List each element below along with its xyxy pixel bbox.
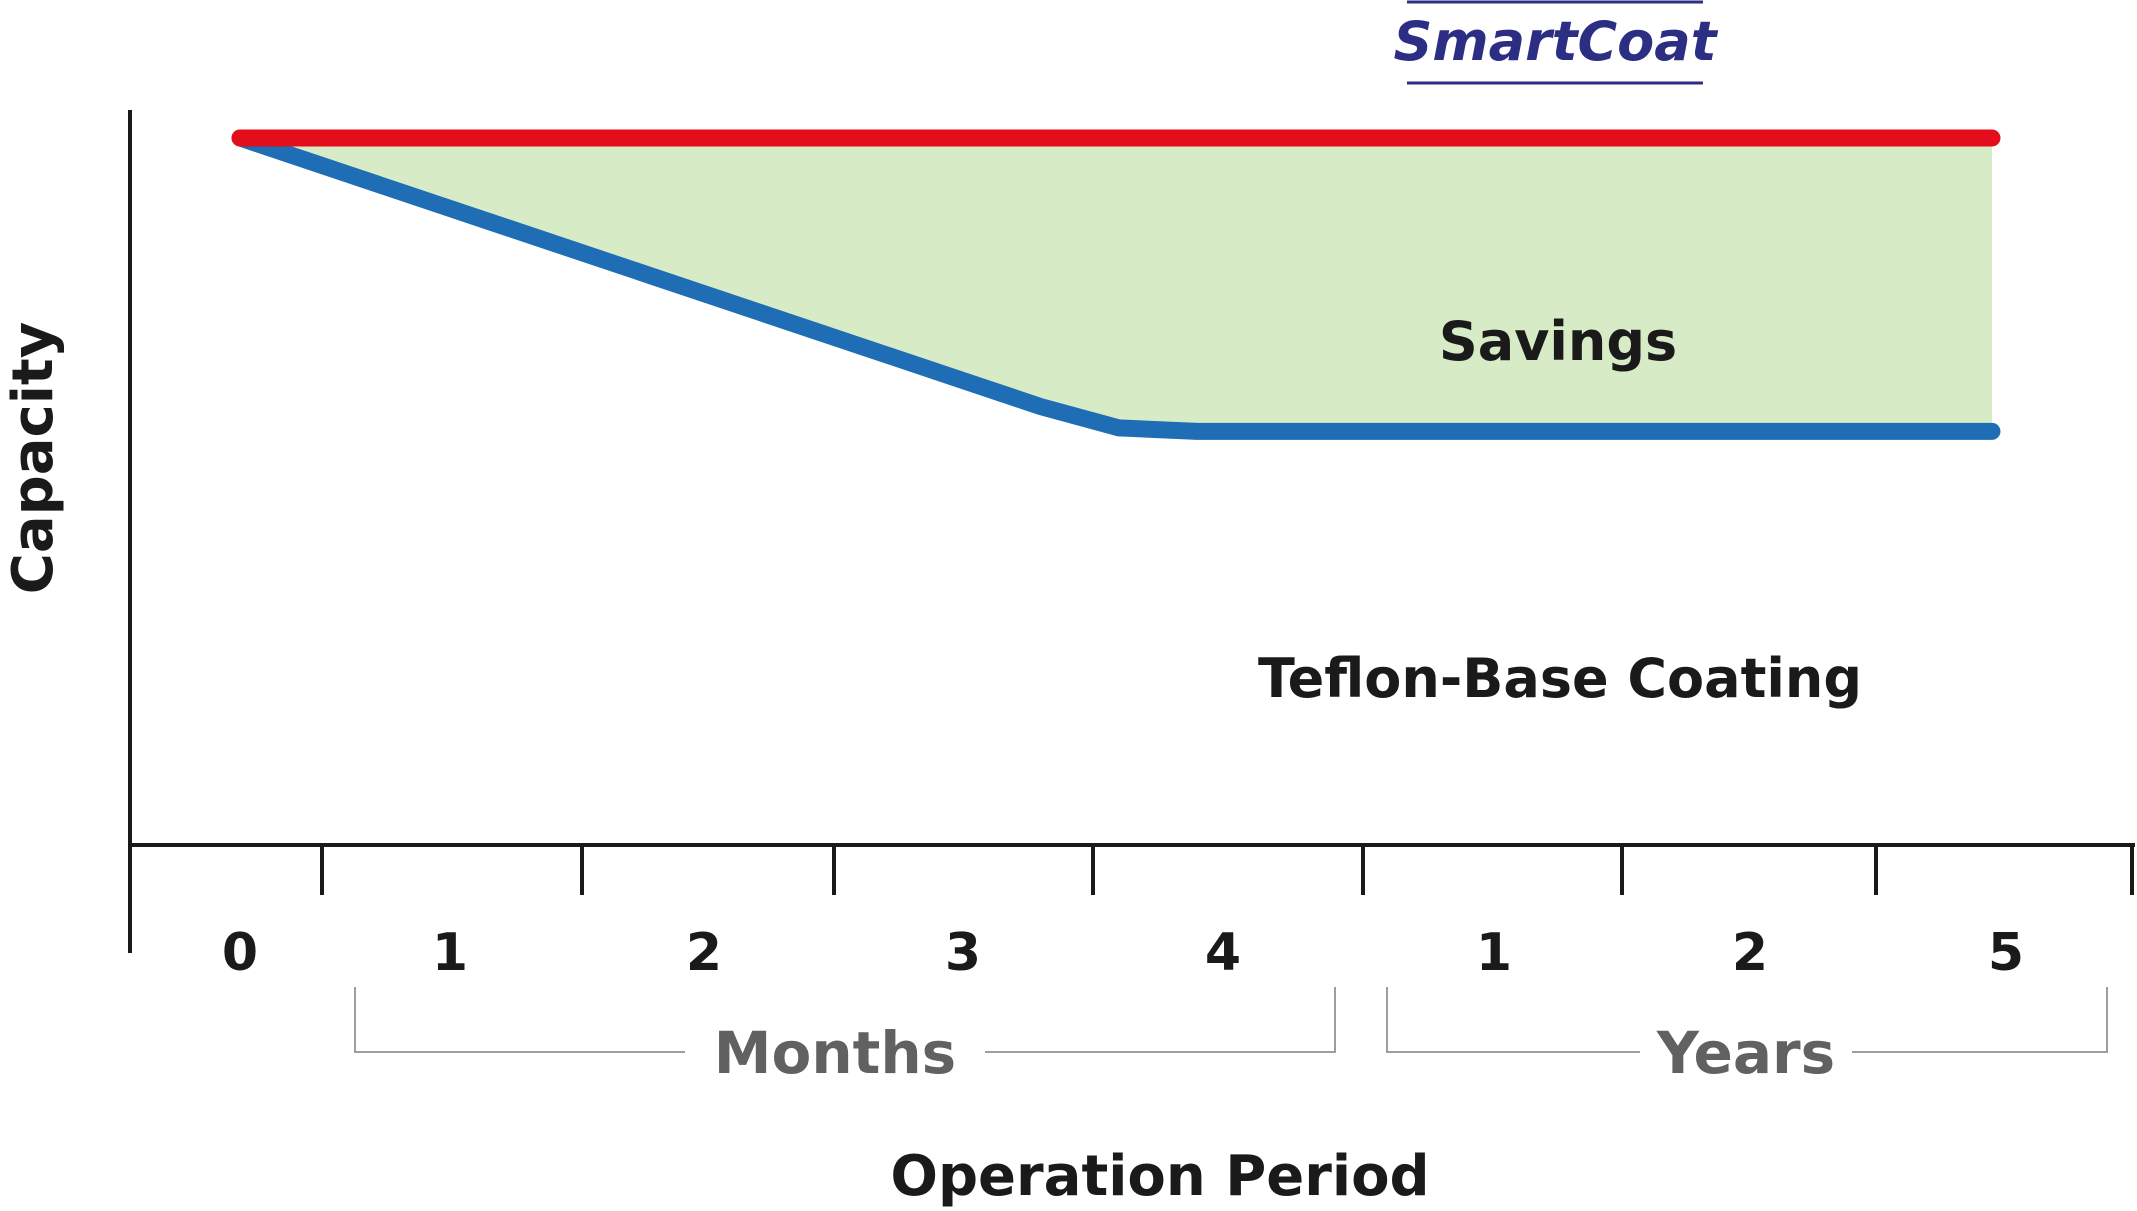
years-bracket-left <box>1386 987 1640 1053</box>
y-axis-title: Capacity <box>1 322 66 594</box>
months-label: Months <box>714 1019 956 1087</box>
smartcoat-label-group: SmartCoat <box>1393 0 1719 85</box>
teflon-series-label: Teflon-Base Coating <box>1258 647 1862 710</box>
years-bracket <box>1386 987 2108 1053</box>
x-tick-label: 2 <box>1732 923 1768 983</box>
x-tick-label: 5 <box>1988 923 2024 983</box>
x-tick-label: 2 <box>686 923 722 983</box>
x-axis-title: Operation Period <box>890 1144 1429 1209</box>
smartcoat-series-label: SmartCoat <box>1393 10 1718 73</box>
months-bracket-left <box>354 987 685 1053</box>
months-bracket <box>354 987 1336 1053</box>
series-line-teflon-base-coating <box>231 129 2001 440</box>
x-tick-label: 4 <box>1205 923 1241 983</box>
x-tick-label: 0 <box>222 923 258 983</box>
x-ticks <box>320 845 2134 895</box>
x-tick-label: 1 <box>1476 923 1512 983</box>
years-bracket-right <box>1852 987 2108 1053</box>
series-layer <box>231 129 2001 440</box>
months-bracket-right <box>985 987 1336 1053</box>
savings-label: Savings <box>1439 310 1677 373</box>
x-tick-label: 1 <box>432 923 468 983</box>
x-tick-label: 3 <box>945 923 981 983</box>
years-label: Years <box>1656 1019 1835 1087</box>
savings-area <box>240 138 1992 432</box>
x-tick-labels: 0 1 2 3 4 1 2 5 <box>222 923 2024 983</box>
